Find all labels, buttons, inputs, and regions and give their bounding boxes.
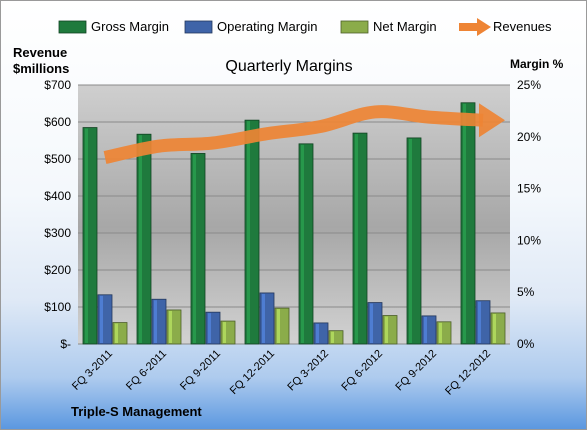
category-label: FQ 3-2011 — [70, 348, 115, 393]
revenue-arrowhead — [479, 103, 505, 138]
bar-highlight — [355, 134, 358, 343]
legend-label: Net Margin — [373, 19, 437, 34]
right-tick-label: 20% — [517, 130, 541, 144]
bar-highlight — [262, 293, 265, 343]
category-labels: FQ 3-2011 FQ 6-2011 FQ 9-2011 FQ 12-2011 FQ … — [70, 348, 493, 398]
revenue-line-series — [103, 103, 505, 164]
legend-swatch-operating-margin — [184, 20, 213, 34]
legend-swatch-net-margin — [340, 20, 369, 34]
legend-label: Revenues — [493, 19, 552, 34]
bar-highlight — [223, 322, 226, 343]
bar-highlight — [154, 300, 157, 343]
category-label: FQ 9-2012 — [393, 348, 439, 394]
bar-highlight — [493, 313, 496, 343]
revenue-line — [103, 105, 484, 164]
bar-highlight — [169, 310, 172, 343]
bar-highlight — [331, 331, 334, 343]
bar-highlight — [385, 316, 388, 343]
chart-title: Quarterly Margins — [225, 58, 352, 75]
bar-highlight — [247, 121, 250, 344]
bar-highlight — [85, 128, 88, 343]
bar-highlight — [301, 144, 304, 343]
category-label: FQ 6-2012 — [339, 348, 385, 394]
left-tick-label: $100 — [44, 300, 71, 314]
left-axis-label-line1: Revenue — [13, 45, 67, 60]
bar-highlight — [208, 313, 211, 343]
right-axis-label: Margin % — [510, 57, 564, 71]
category-label: FQ 12-2012 — [443, 348, 493, 398]
bar-highlight — [463, 103, 466, 343]
footer-label: Triple-S Management — [71, 404, 202, 419]
left-axis-label-line2: $millions — [13, 61, 69, 76]
bar-highlight — [409, 138, 412, 343]
left-tick-label: $300 — [44, 226, 71, 240]
bar-highlight — [424, 316, 427, 343]
bar-highlight — [439, 322, 442, 343]
bar-highlight — [115, 323, 118, 343]
bar-highlight — [277, 309, 280, 343]
left-axis-ticks: $- $100 $200 $300 $400 $500 $600 $700 — [44, 78, 71, 351]
legend-swatch-revenues-arrow — [477, 18, 491, 36]
legend: Gross Margin Operating Margin Net Margin Re… — [58, 18, 552, 36]
bar-series — [82, 102, 506, 345]
legend-label: Gross Margin — [91, 19, 169, 34]
left-tick-label: $- — [60, 337, 71, 351]
bar-highlight — [100, 295, 103, 343]
bar-highlight — [139, 135, 142, 343]
right-tick-label: 0% — [517, 337, 535, 351]
bar-highlight — [478, 301, 481, 343]
legend-label: Operating Margin — [217, 19, 317, 34]
right-tick-label: 10% — [517, 233, 541, 247]
right-tick-label: 25% — [517, 78, 541, 92]
left-tick-label: $500 — [44, 152, 71, 166]
left-tick-label: $200 — [44, 263, 71, 277]
bar-highlight — [316, 323, 319, 343]
bar-highlight — [370, 303, 373, 343]
legend-swatch-gross-margin — [58, 20, 87, 34]
category-label: FQ 3-2012 — [285, 348, 331, 394]
category-label: FQ 6-2011 — [124, 348, 169, 393]
right-tick-label: 5% — [517, 285, 535, 299]
left-tick-label: $600 — [44, 115, 71, 129]
right-axis-ticks: 0% 5% 10% 15% 20% 25% — [517, 78, 541, 351]
left-tick-label: $400 — [44, 189, 71, 203]
right-tick-label: 15% — [517, 182, 541, 196]
bar-highlight — [193, 154, 196, 343]
left-tick-label: $700 — [44, 78, 71, 92]
category-label: FQ 12-2011 — [228, 348, 277, 397]
category-label: FQ 9-2011 — [178, 348, 223, 393]
